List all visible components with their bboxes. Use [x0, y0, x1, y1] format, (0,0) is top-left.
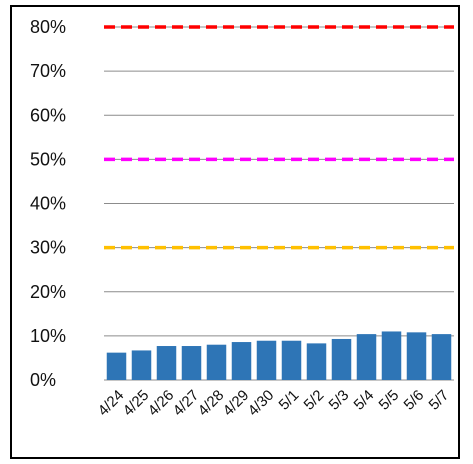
bar: [306, 343, 327, 380]
bar: [431, 334, 452, 380]
x-tick-label: 5/6: [401, 387, 428, 414]
y-axis-ticks: 0% 10% 20% 30% 40% 50% 60% 70% 80%: [30, 17, 66, 390]
bar: [131, 350, 152, 380]
x-tick-label: 4/28: [195, 387, 228, 420]
y-tick-label: 50%: [30, 149, 66, 169]
bar: [256, 340, 277, 380]
x-tick-label: 4/25: [120, 387, 153, 420]
x-tick-label: 4/24: [95, 387, 128, 420]
bar: [406, 332, 427, 380]
bar: [381, 331, 402, 380]
x-tick-label: 5/7: [426, 387, 453, 414]
gridlines: [104, 26, 454, 381]
y-tick-label: 60%: [30, 105, 66, 125]
x-tick-label: 5/5: [376, 387, 403, 414]
bar: [331, 338, 352, 380]
x-tick-label: 5/1: [276, 387, 303, 414]
chart-frame: [10, 5, 460, 459]
bar: [181, 346, 202, 380]
bar: [231, 342, 252, 380]
x-tick-label: 4/30: [245, 387, 278, 420]
reference-lines: [104, 25, 454, 250]
bar: [156, 346, 177, 380]
x-tick-label: 5/4: [351, 387, 378, 414]
y-tick-label: 10%: [30, 326, 66, 346]
x-tick-label: 4/26: [145, 387, 178, 420]
y-tick-label: 30%: [30, 238, 66, 258]
y-tick-label: 70%: [30, 61, 66, 81]
y-tick-label: 0%: [30, 370, 56, 390]
x-tick-label: 5/3: [326, 387, 353, 414]
x-tick-label: 5/2: [301, 387, 328, 414]
bar: [106, 352, 127, 380]
bars: [106, 331, 452, 380]
y-tick-label: 80%: [30, 17, 66, 37]
bar: [281, 340, 302, 380]
y-tick-label: 20%: [30, 282, 66, 302]
x-tick-label: 4/27: [170, 387, 203, 420]
y-tick-label: 40%: [30, 194, 66, 214]
bar: [356, 334, 377, 380]
bar: [206, 344, 227, 380]
x-axis-ticks: 4/244/254/264/274/284/294/305/15/25/35/4…: [95, 387, 453, 420]
x-tick-label: 4/29: [220, 387, 253, 420]
